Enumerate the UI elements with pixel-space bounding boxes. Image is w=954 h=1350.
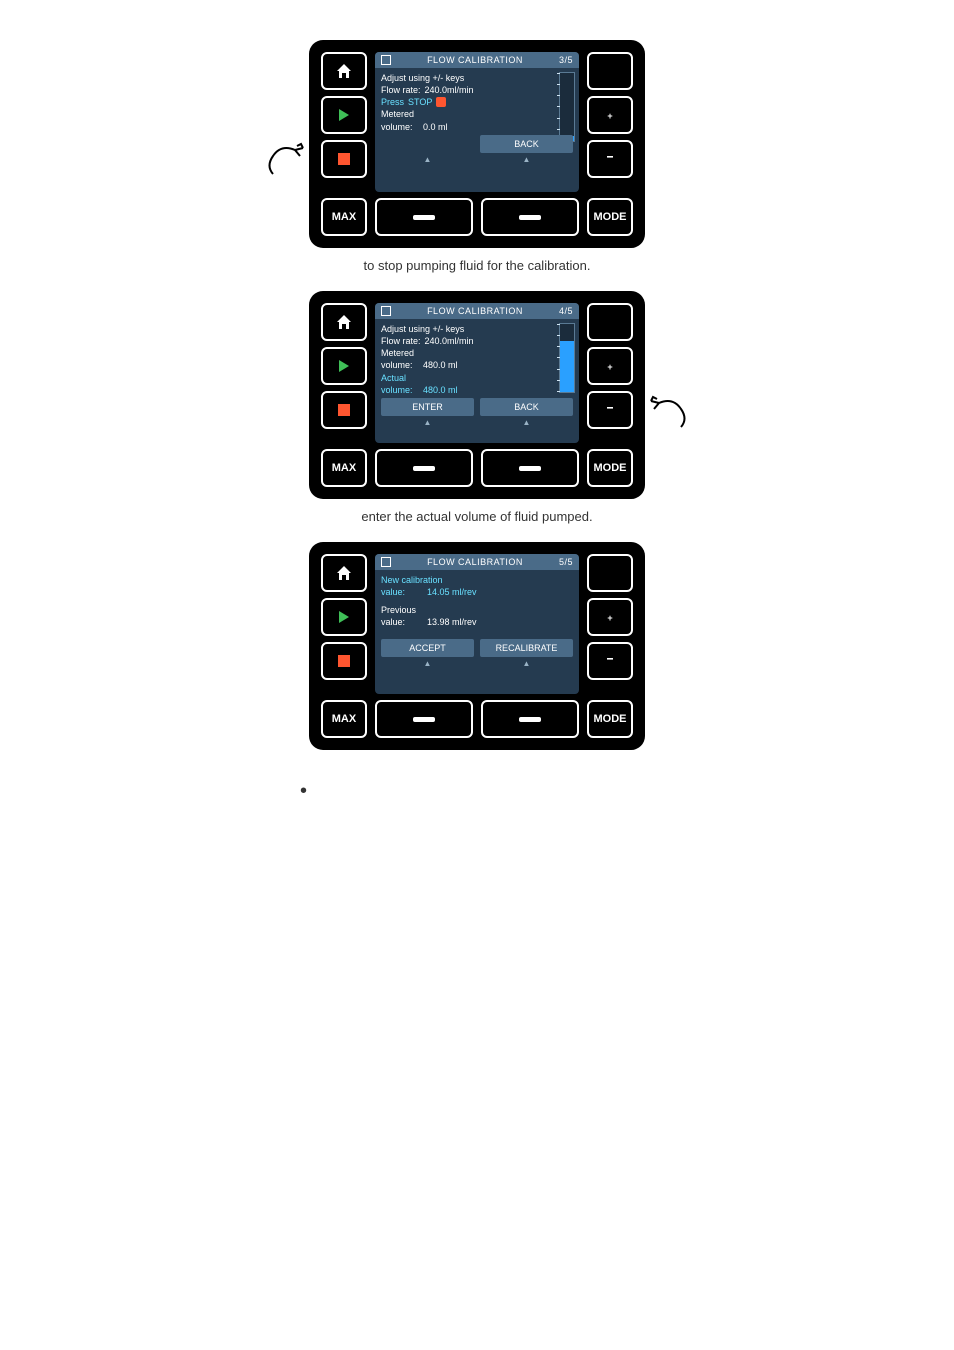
soft-arrow-right: ▲ [480,418,573,429]
minus-button-2[interactable] [481,198,579,236]
device-panel: FLOW CALIBRATION 3/5 Adjust using +/- ke… [309,40,645,248]
soft-arrow-left: ▲ [381,418,474,429]
minus-button-1[interactable] [375,198,473,236]
up-button[interactable]: + [587,598,633,636]
minus-button-2[interactable] [481,700,579,738]
stop-button[interactable] [321,391,367,429]
screen-header: FLOW CALIBRATION 5/5 [375,554,579,570]
caption-1: to stop pumping fluid for the calibratio… [364,258,591,273]
page-indicator: 5/5 [559,557,573,567]
home-button[interactable] [321,52,367,90]
soft-recalibrate-button[interactable]: RECALIBRATE [480,639,573,657]
play-button[interactable] [321,347,367,385]
play-button[interactable] [321,96,367,134]
actual-label: Actual [381,372,573,384]
metered-label: Metered [381,347,573,359]
prev-cal-value-row: value: 13.98 ml/rev [381,616,573,628]
lcd-screen: FLOW CALIBRATION 4/5 Adjust using +/- ke… [375,303,579,443]
screen-header: FLOW CALIBRATION 4/5 [375,303,579,319]
lcd-screen: FLOW CALIBRATION 5/5 New calibration val… [375,554,579,694]
info-button[interactable] [587,303,633,341]
stop-button[interactable] [321,140,367,178]
adjust-hint: Adjust using +/- keys [381,323,573,335]
mode-button[interactable]: MODE [587,700,633,738]
play-button[interactable] [321,598,367,636]
screen-title: FLOW CALIBRATION [397,306,553,316]
soft-accept-button[interactable]: ACCEPT [381,639,474,657]
soft-arrow-left: ▲ [381,155,474,166]
down-button[interactable] [587,140,633,178]
page-indicator: 4/5 [559,306,573,316]
press-hint-icon [251,126,307,182]
lcd-screen: FLOW CALIBRATION 3/5 Adjust using +/- ke… [375,52,579,192]
flow-rate-row: Flow rate: 240.0ml/min [381,335,573,347]
minus-button-2[interactable] [481,449,579,487]
new-cal-value-row: value: 14.05 ml/rev [381,586,573,598]
stop-icon [436,97,446,107]
stop-button[interactable] [321,642,367,680]
press-hint-icon [647,379,703,435]
menu-icon [381,306,391,316]
new-cal-label: New calibration [381,574,573,586]
home-button[interactable] [321,303,367,341]
screen-header: FLOW CALIBRATION 3/5 [375,52,579,68]
flow-rate-row: Flow rate: 240.0ml/min [381,84,573,96]
max-button[interactable]: MAX [321,449,367,487]
minus-button-1[interactable] [375,700,473,738]
menu-icon [381,55,391,65]
metered-label: Metered [381,108,573,120]
info-button[interactable] [587,554,633,592]
home-button[interactable] [321,554,367,592]
screen-title: FLOW CALIBRATION [397,55,553,65]
max-button[interactable]: MAX [321,700,367,738]
soft-back-button[interactable]: BACK [480,398,573,416]
max-button[interactable]: MAX [321,198,367,236]
svg-text:+: + [607,613,612,623]
svg-text:+: + [607,362,612,372]
caption-2: enter the actual volume of fluid pumped. [361,509,592,524]
up-button[interactable]: + [587,347,633,385]
press-stop-row: Press STOP [381,96,573,108]
soft-back-button[interactable]: BACK [480,135,573,153]
menu-icon [381,557,391,567]
soft-arrow-right: ▲ [480,155,573,166]
soft-left-empty [381,135,474,153]
minus-button-1[interactable] [375,449,473,487]
metered-volume-row: volume: 480.0 ml [381,359,573,371]
actual-volume-row: volume: 480.0 ml [381,384,573,396]
prev-cal-label: Previous [381,604,573,616]
soft-arrow-right: ▲ [480,659,573,670]
svg-text:+: + [607,111,612,121]
device-panel: FLOW CALIBRATION 4/5 Adjust using +/- ke… [309,291,645,499]
soft-enter-button[interactable]: ENTER [381,398,474,416]
info-button[interactable] [587,52,633,90]
screen-title: FLOW CALIBRATION [397,557,553,567]
down-button[interactable] [587,391,633,429]
bullet-point: • [300,780,934,803]
page-indicator: 3/5 [559,55,573,65]
soft-arrow-left: ▲ [381,659,474,670]
mode-button[interactable]: MODE [587,449,633,487]
device-panel: FLOW CALIBRATION 5/5 New calibration val… [309,542,645,750]
metered-volume-row: volume: 0.0 ml [381,121,573,133]
adjust-hint: Adjust using +/- keys [381,72,573,84]
down-button[interactable] [587,642,633,680]
mode-button[interactable]: MODE [587,198,633,236]
up-button[interactable]: + [587,96,633,134]
